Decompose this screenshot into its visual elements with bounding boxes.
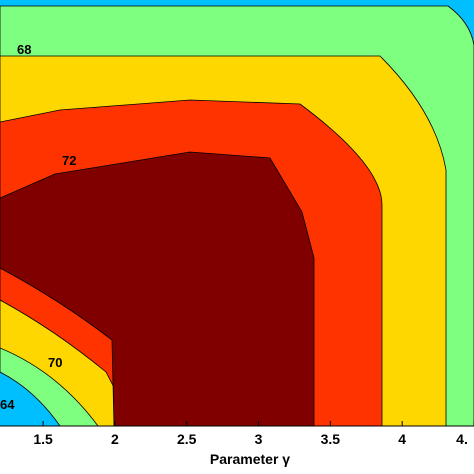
contour-labels: 68 72 70 64 — [0, 42, 76, 412]
x-tick-label: 4. — [456, 431, 468, 447]
x-axis-ticks: 1.5 2 2.5 3 3.5 4 4. — [33, 421, 474, 447]
contour-region-level-4 — [0, 151, 315, 427]
contour-label-70: 70 — [48, 355, 62, 370]
x-tick-label: 2 — [111, 431, 119, 447]
contour-label-72: 72 — [62, 153, 76, 168]
x-tick-label: 2.5 — [177, 431, 197, 447]
x-tick-label: 3 — [255, 431, 263, 447]
x-tick-label: 3.5 — [321, 431, 341, 447]
x-tick-label: 4 — [398, 431, 406, 447]
contour-label-68: 68 — [17, 42, 31, 57]
x-tick-label: 1.5 — [33, 431, 53, 447]
plot-area — [0, 0, 474, 427]
contour-label-64: 64 — [0, 397, 15, 412]
x-axis-label: Parameter γ — [210, 451, 290, 467]
